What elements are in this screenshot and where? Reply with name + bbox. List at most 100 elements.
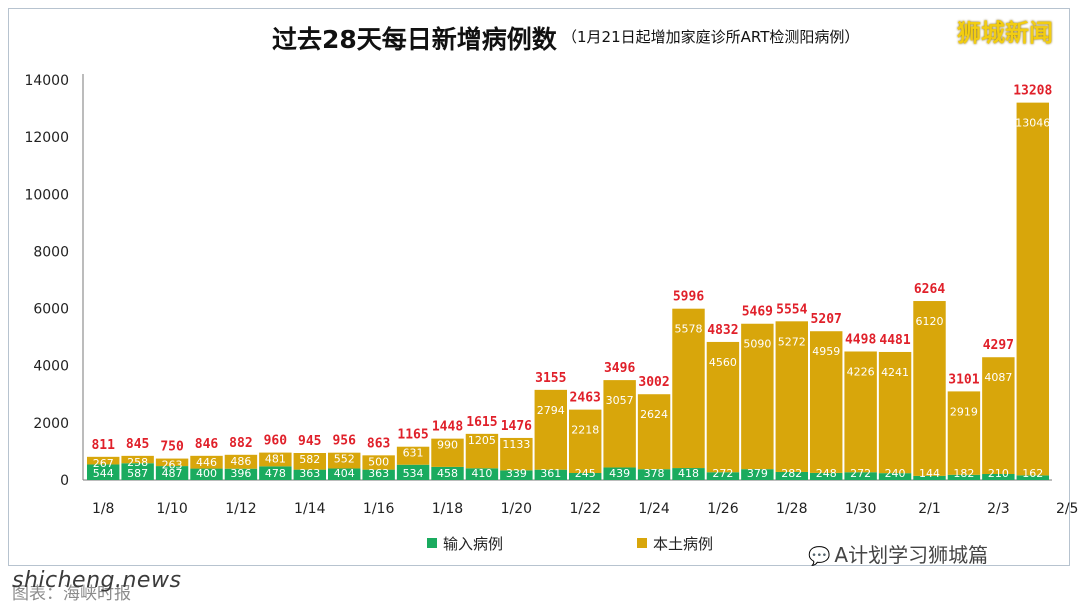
bar-imported bbox=[87, 464, 120, 480]
bar-imported bbox=[465, 468, 499, 480]
label-imported: 272 bbox=[850, 467, 871, 480]
label-total: 960 bbox=[264, 434, 288, 449]
legend-swatch-local bbox=[637, 538, 647, 548]
label-local: 4560 bbox=[709, 356, 737, 369]
bar-local bbox=[224, 454, 258, 469]
bar-imported bbox=[224, 468, 258, 480]
bar-imported bbox=[121, 463, 154, 480]
bar-local bbox=[396, 446, 430, 465]
bar-local bbox=[465, 433, 499, 469]
label-total: 1448 bbox=[432, 420, 463, 435]
label-total: 3155 bbox=[535, 371, 566, 386]
bar-imported bbox=[844, 472, 877, 480]
label-imported: 410 bbox=[471, 467, 492, 480]
chart-subtitle: （1月21日起增加家庭诊所ART检测阳病例） bbox=[562, 28, 860, 46]
label-imported: 182 bbox=[953, 467, 974, 480]
bar-imported bbox=[500, 470, 533, 480]
bar-local bbox=[947, 391, 981, 475]
label-total: 882 bbox=[229, 436, 252, 451]
bar-imported bbox=[259, 466, 292, 480]
label-local: 5578 bbox=[675, 323, 703, 336]
label-imported: 361 bbox=[540, 467, 561, 480]
label-total: 863 bbox=[367, 436, 390, 451]
label-total: 4832 bbox=[707, 323, 738, 338]
label-local: 13046 bbox=[1015, 117, 1050, 130]
bar-local bbox=[706, 341, 740, 473]
label-total: 5207 bbox=[811, 312, 842, 327]
bar-local bbox=[328, 452, 361, 469]
bar-local bbox=[1016, 102, 1049, 476]
y-tick-label: 10000 bbox=[24, 187, 69, 203]
label-total: 1615 bbox=[466, 415, 497, 430]
label-local: 258 bbox=[127, 456, 148, 469]
label-imported: 282 bbox=[781, 467, 802, 480]
wechat-account: 💬 A计划学习狮城篇 bbox=[808, 539, 988, 568]
label-total: 811 bbox=[91, 438, 115, 453]
label-total: 4481 bbox=[879, 333, 910, 348]
label-imported: 339 bbox=[506, 467, 527, 480]
legend-swatch-imported bbox=[427, 538, 437, 548]
label-total: 3002 bbox=[638, 375, 669, 390]
bar-local bbox=[362, 455, 395, 470]
y-tick-label: 8000 bbox=[33, 244, 69, 260]
label-total: 846 bbox=[195, 437, 219, 452]
label-local: 990 bbox=[437, 439, 458, 452]
label-imported: 396 bbox=[230, 467, 251, 480]
bar-local bbox=[810, 331, 843, 473]
label-imported: 272 bbox=[712, 467, 733, 480]
label-imported: 378 bbox=[644, 467, 665, 480]
label-total: 1476 bbox=[501, 419, 532, 434]
x-tick-label: 1/28 bbox=[776, 501, 807, 517]
label-local: 2218 bbox=[571, 424, 599, 437]
x-tick-label: 1/16 bbox=[363, 501, 395, 517]
bar-imported bbox=[810, 472, 843, 480]
label-imported: 587 bbox=[127, 467, 148, 480]
bar-local bbox=[775, 321, 808, 472]
label-local: 552 bbox=[334, 453, 355, 466]
x-tick-label: 1/8 bbox=[92, 501, 115, 517]
label-local: 5090 bbox=[743, 338, 771, 351]
wechat-account-label: A计划学习狮城篇 bbox=[834, 543, 989, 567]
bar-imported bbox=[1016, 475, 1049, 480]
bar-local bbox=[293, 453, 326, 470]
axes: 0 2000 4000 6000 8000 10000 12000 14000 1/8 1/10 1… bbox=[24, 73, 1078, 517]
bar-local bbox=[637, 394, 671, 470]
x-tick-label: 1/10 bbox=[156, 501, 187, 517]
label-imported: 544 bbox=[93, 467, 114, 480]
label-total: 956 bbox=[332, 434, 356, 449]
bar-imported bbox=[913, 475, 946, 480]
watermark-text: shicheng.news bbox=[12, 568, 182, 593]
x-tick-label: 1/14 bbox=[294, 501, 326, 517]
bar-local bbox=[741, 323, 774, 470]
x-tick-label: 2/3 bbox=[987, 501, 1010, 517]
wechat-icon: 💬 bbox=[808, 546, 831, 567]
bar-imported bbox=[362, 469, 395, 480]
bar-local bbox=[259, 452, 292, 467]
label-total: 945 bbox=[298, 434, 321, 449]
label-total: 845 bbox=[126, 437, 149, 452]
label-imported: 162 bbox=[1022, 467, 1043, 480]
bar-imported bbox=[328, 468, 361, 480]
label-imported: 400 bbox=[196, 467, 217, 480]
bar-imported bbox=[569, 473, 602, 480]
label-imported: 210 bbox=[988, 467, 1009, 480]
bar-local bbox=[87, 456, 120, 465]
bar-imported bbox=[534, 469, 567, 480]
label-imported: 379 bbox=[747, 467, 768, 480]
label-total: 3101 bbox=[948, 372, 979, 387]
label-imported: 240 bbox=[885, 467, 906, 480]
label-local: 4241 bbox=[881, 366, 909, 379]
x-tick-label: 1/18 bbox=[432, 501, 463, 517]
bar-imported bbox=[155, 466, 189, 480]
label-imported: 458 bbox=[437, 467, 458, 480]
bar-imported bbox=[431, 466, 464, 480]
x-tick-label: 1/26 bbox=[707, 501, 739, 517]
label-imported: 144 bbox=[919, 467, 940, 480]
label-local: 4959 bbox=[812, 345, 840, 358]
bar-imported bbox=[190, 468, 223, 480]
label-local: 263 bbox=[162, 459, 183, 472]
x-tick-label: 2/5 bbox=[1056, 501, 1079, 517]
label-local: 4226 bbox=[847, 365, 875, 378]
bar-local bbox=[982, 357, 1015, 474]
chart-title: 过去28天每日新增病例数 bbox=[272, 25, 557, 54]
